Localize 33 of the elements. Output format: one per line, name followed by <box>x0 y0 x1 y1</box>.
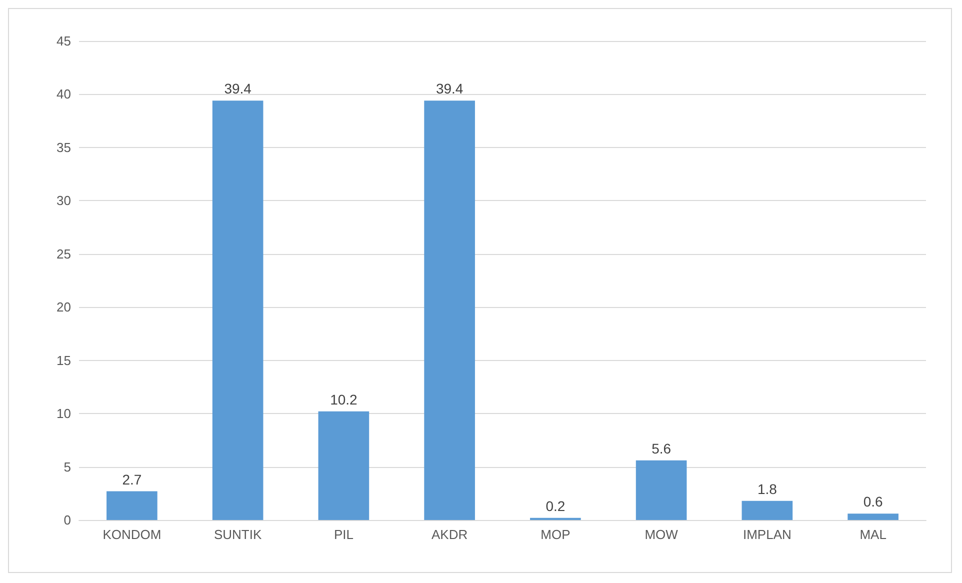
x-tick-label: MOW <box>644 527 679 542</box>
data-label: 0.6 <box>863 494 884 510</box>
x-tick-label: MAL <box>860 527 886 542</box>
y-tick-label: 35 <box>56 140 71 155</box>
data-label: 5.6 <box>652 440 672 456</box>
x-tick-label: AKDR <box>432 527 468 542</box>
bar <box>106 491 158 520</box>
x-tick-label: PIL <box>334 527 354 542</box>
x-tick-label: KONDOM <box>102 527 162 542</box>
data-label: 10.2 <box>330 391 358 408</box>
data-label: 39.4 <box>224 80 252 97</box>
y-tick-label: 10 <box>56 406 71 422</box>
y-tick-label: 20 <box>56 300 71 315</box>
x-tick-label: IMPLAN <box>742 527 792 542</box>
y-tick-label: 40 <box>56 86 71 102</box>
y-tick-label: 45 <box>56 34 71 48</box>
bar <box>424 100 475 520</box>
y-tick-label: 30 <box>56 193 71 208</box>
y-tick-label: 5 <box>64 459 71 474</box>
bar <box>848 514 898 520</box>
bar <box>742 500 793 520</box>
data-label: 1.8 <box>757 480 778 497</box>
data-label: 2.7 <box>122 471 142 488</box>
y-tick-label: 15 <box>56 352 71 368</box>
bar <box>318 411 370 520</box>
x-tick-label: MOP <box>540 527 570 542</box>
bar <box>212 100 264 520</box>
bar <box>636 460 687 520</box>
y-tick-label: 0 <box>64 512 71 528</box>
data-label: 39.4 <box>436 80 464 97</box>
y-tick-label: 25 <box>56 246 71 262</box>
data-label: 0.2 <box>546 498 566 514</box>
x-tick-label: SUNTIK <box>214 527 262 542</box>
